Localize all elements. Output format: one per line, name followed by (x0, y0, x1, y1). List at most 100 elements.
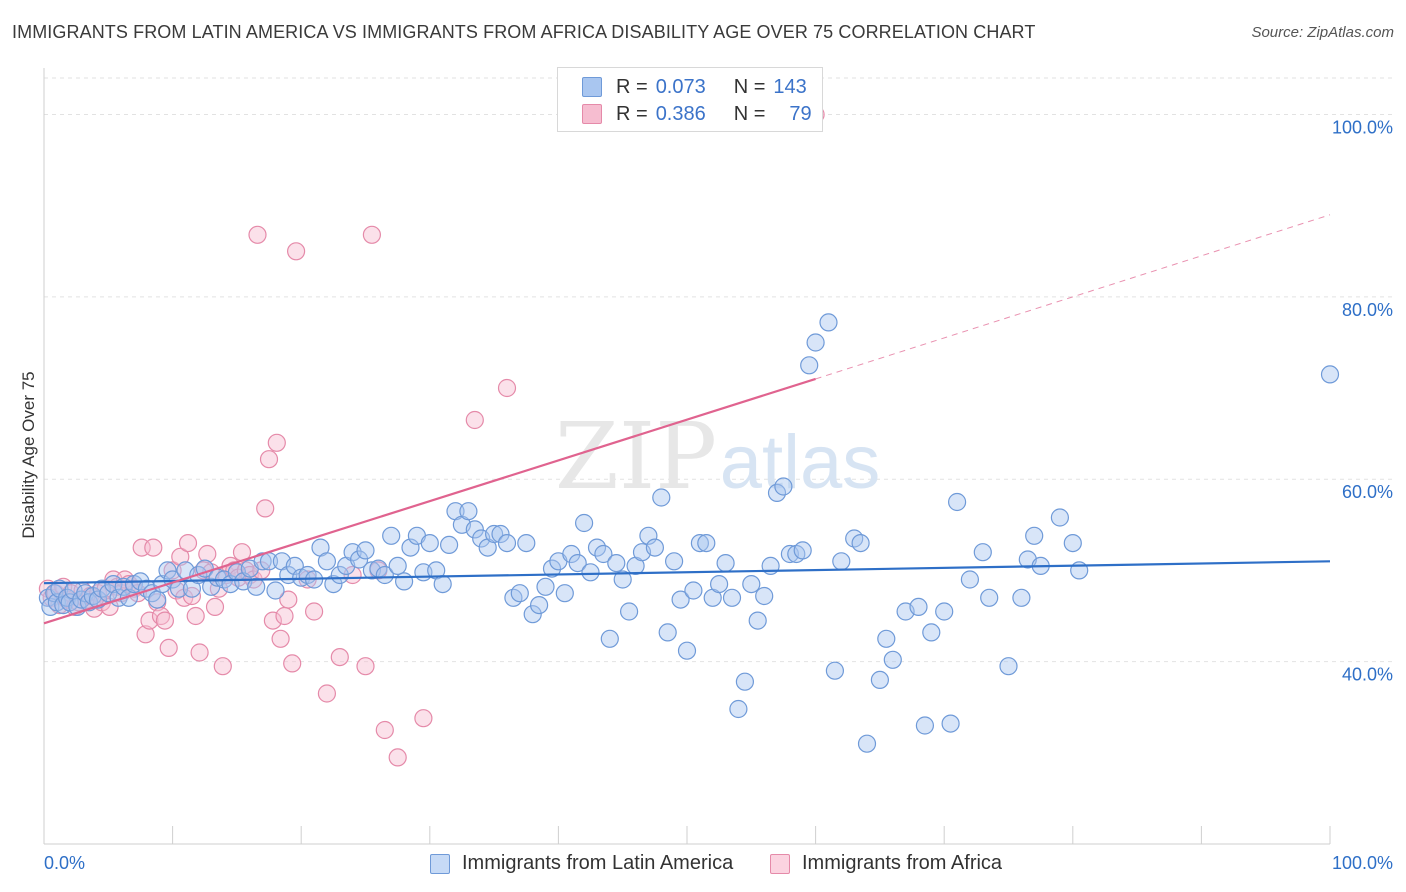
data-point (510, 584, 529, 603)
data-point (857, 734, 877, 753)
data-point (774, 477, 793, 496)
data-point (716, 553, 735, 573)
data-point (375, 565, 394, 585)
data-point (271, 629, 290, 648)
n-value: 79 (789, 102, 812, 125)
data-point (324, 574, 343, 594)
data-point (523, 605, 542, 624)
legend-item-africa[interactable]: Immigrants from Africa (770, 852, 1002, 875)
y-tick-label: 100.0% (1332, 117, 1393, 137)
data-point (459, 502, 478, 521)
data-point (485, 524, 504, 544)
data-point (491, 524, 510, 544)
legend-item-latam[interactable]: Immigrants from Latin America (430, 852, 733, 875)
data-point (382, 526, 401, 545)
data-point (832, 552, 851, 571)
data-point (205, 597, 225, 617)
data-point (536, 577, 555, 596)
stats-legend-row-latam: R = 0.073 N = 143 (582, 75, 807, 99)
data-point (825, 661, 845, 680)
data-point (279, 590, 298, 609)
legend-swatch-blue (430, 853, 450, 874)
r-label: R = (616, 102, 648, 125)
data-point (922, 623, 941, 642)
data-point (388, 748, 407, 767)
y-tick-label: 60.0% (1342, 482, 1393, 502)
data-point (317, 552, 336, 571)
data-point (870, 670, 890, 690)
data-point (845, 529, 864, 548)
data-point (266, 581, 285, 600)
data-point (883, 650, 902, 669)
data-point (947, 492, 967, 512)
data-point (677, 641, 697, 660)
data-point (440, 535, 459, 555)
data-point (330, 647, 349, 667)
data-point (999, 657, 1018, 676)
data-point (877, 629, 896, 648)
data-point (639, 526, 658, 545)
data-point (414, 709, 433, 728)
stats-legend: R = 0.073 N = 143 R = 0.386 N = 79 (557, 67, 823, 132)
data-point (1050, 508, 1070, 527)
data-point (256, 499, 275, 518)
data-point (375, 720, 394, 740)
data-point (941, 714, 960, 733)
data-point (433, 574, 452, 594)
data-point (497, 533, 517, 553)
legend-swatch-blue (582, 77, 602, 97)
data-point (755, 586, 774, 606)
data-point (356, 657, 375, 676)
data-point (619, 602, 639, 621)
data-point (594, 544, 613, 564)
data-point (960, 570, 980, 589)
data-point (155, 611, 174, 630)
data-point (148, 590, 167, 609)
data-point (356, 541, 375, 560)
legend-swatch-pink (770, 853, 790, 874)
data-point (175, 588, 194, 607)
data-point (362, 225, 381, 244)
data-point (420, 533, 439, 553)
data-point (722, 588, 742, 607)
data-point (915, 716, 935, 735)
data-point (136, 625, 155, 644)
data-point (600, 629, 619, 648)
data-point (504, 588, 523, 607)
data-point (935, 602, 954, 621)
data-point (800, 356, 819, 375)
data-point (1012, 588, 1031, 607)
data-point (178, 533, 198, 553)
x-tick-label: 0.0% (44, 853, 85, 873)
data-point (517, 533, 536, 553)
legend-swatch-pink (582, 104, 602, 124)
data-point (104, 574, 123, 594)
data-point (729, 699, 748, 719)
series-latam-points (38, 313, 1340, 753)
data-point (819, 313, 838, 332)
data-point (742, 574, 761, 594)
data-point (574, 513, 594, 533)
data-point (529, 595, 549, 615)
data-point (607, 553, 626, 573)
data-point (613, 570, 632, 589)
data-point (305, 602, 324, 621)
data-point (247, 577, 266, 596)
trend-line-africa (43, 377, 816, 625)
data-point (388, 556, 407, 576)
data-point (671, 590, 690, 609)
stats-legend-row-africa: R = 0.386 N = 79 (582, 102, 812, 126)
data-point (562, 544, 581, 564)
data-point (144, 538, 163, 557)
y-axis-label: Disability Age Over 75 (19, 371, 38, 538)
data-point (285, 556, 304, 576)
r-value: 0.386 (655, 102, 706, 125)
data-point (709, 574, 729, 594)
data-point (465, 520, 484, 539)
trend-lines (43, 214, 1331, 625)
n-value: 143 (773, 75, 807, 98)
legend-label: Immigrants from Africa (802, 852, 1003, 874)
data-point (159, 638, 178, 658)
data-point (190, 643, 209, 662)
